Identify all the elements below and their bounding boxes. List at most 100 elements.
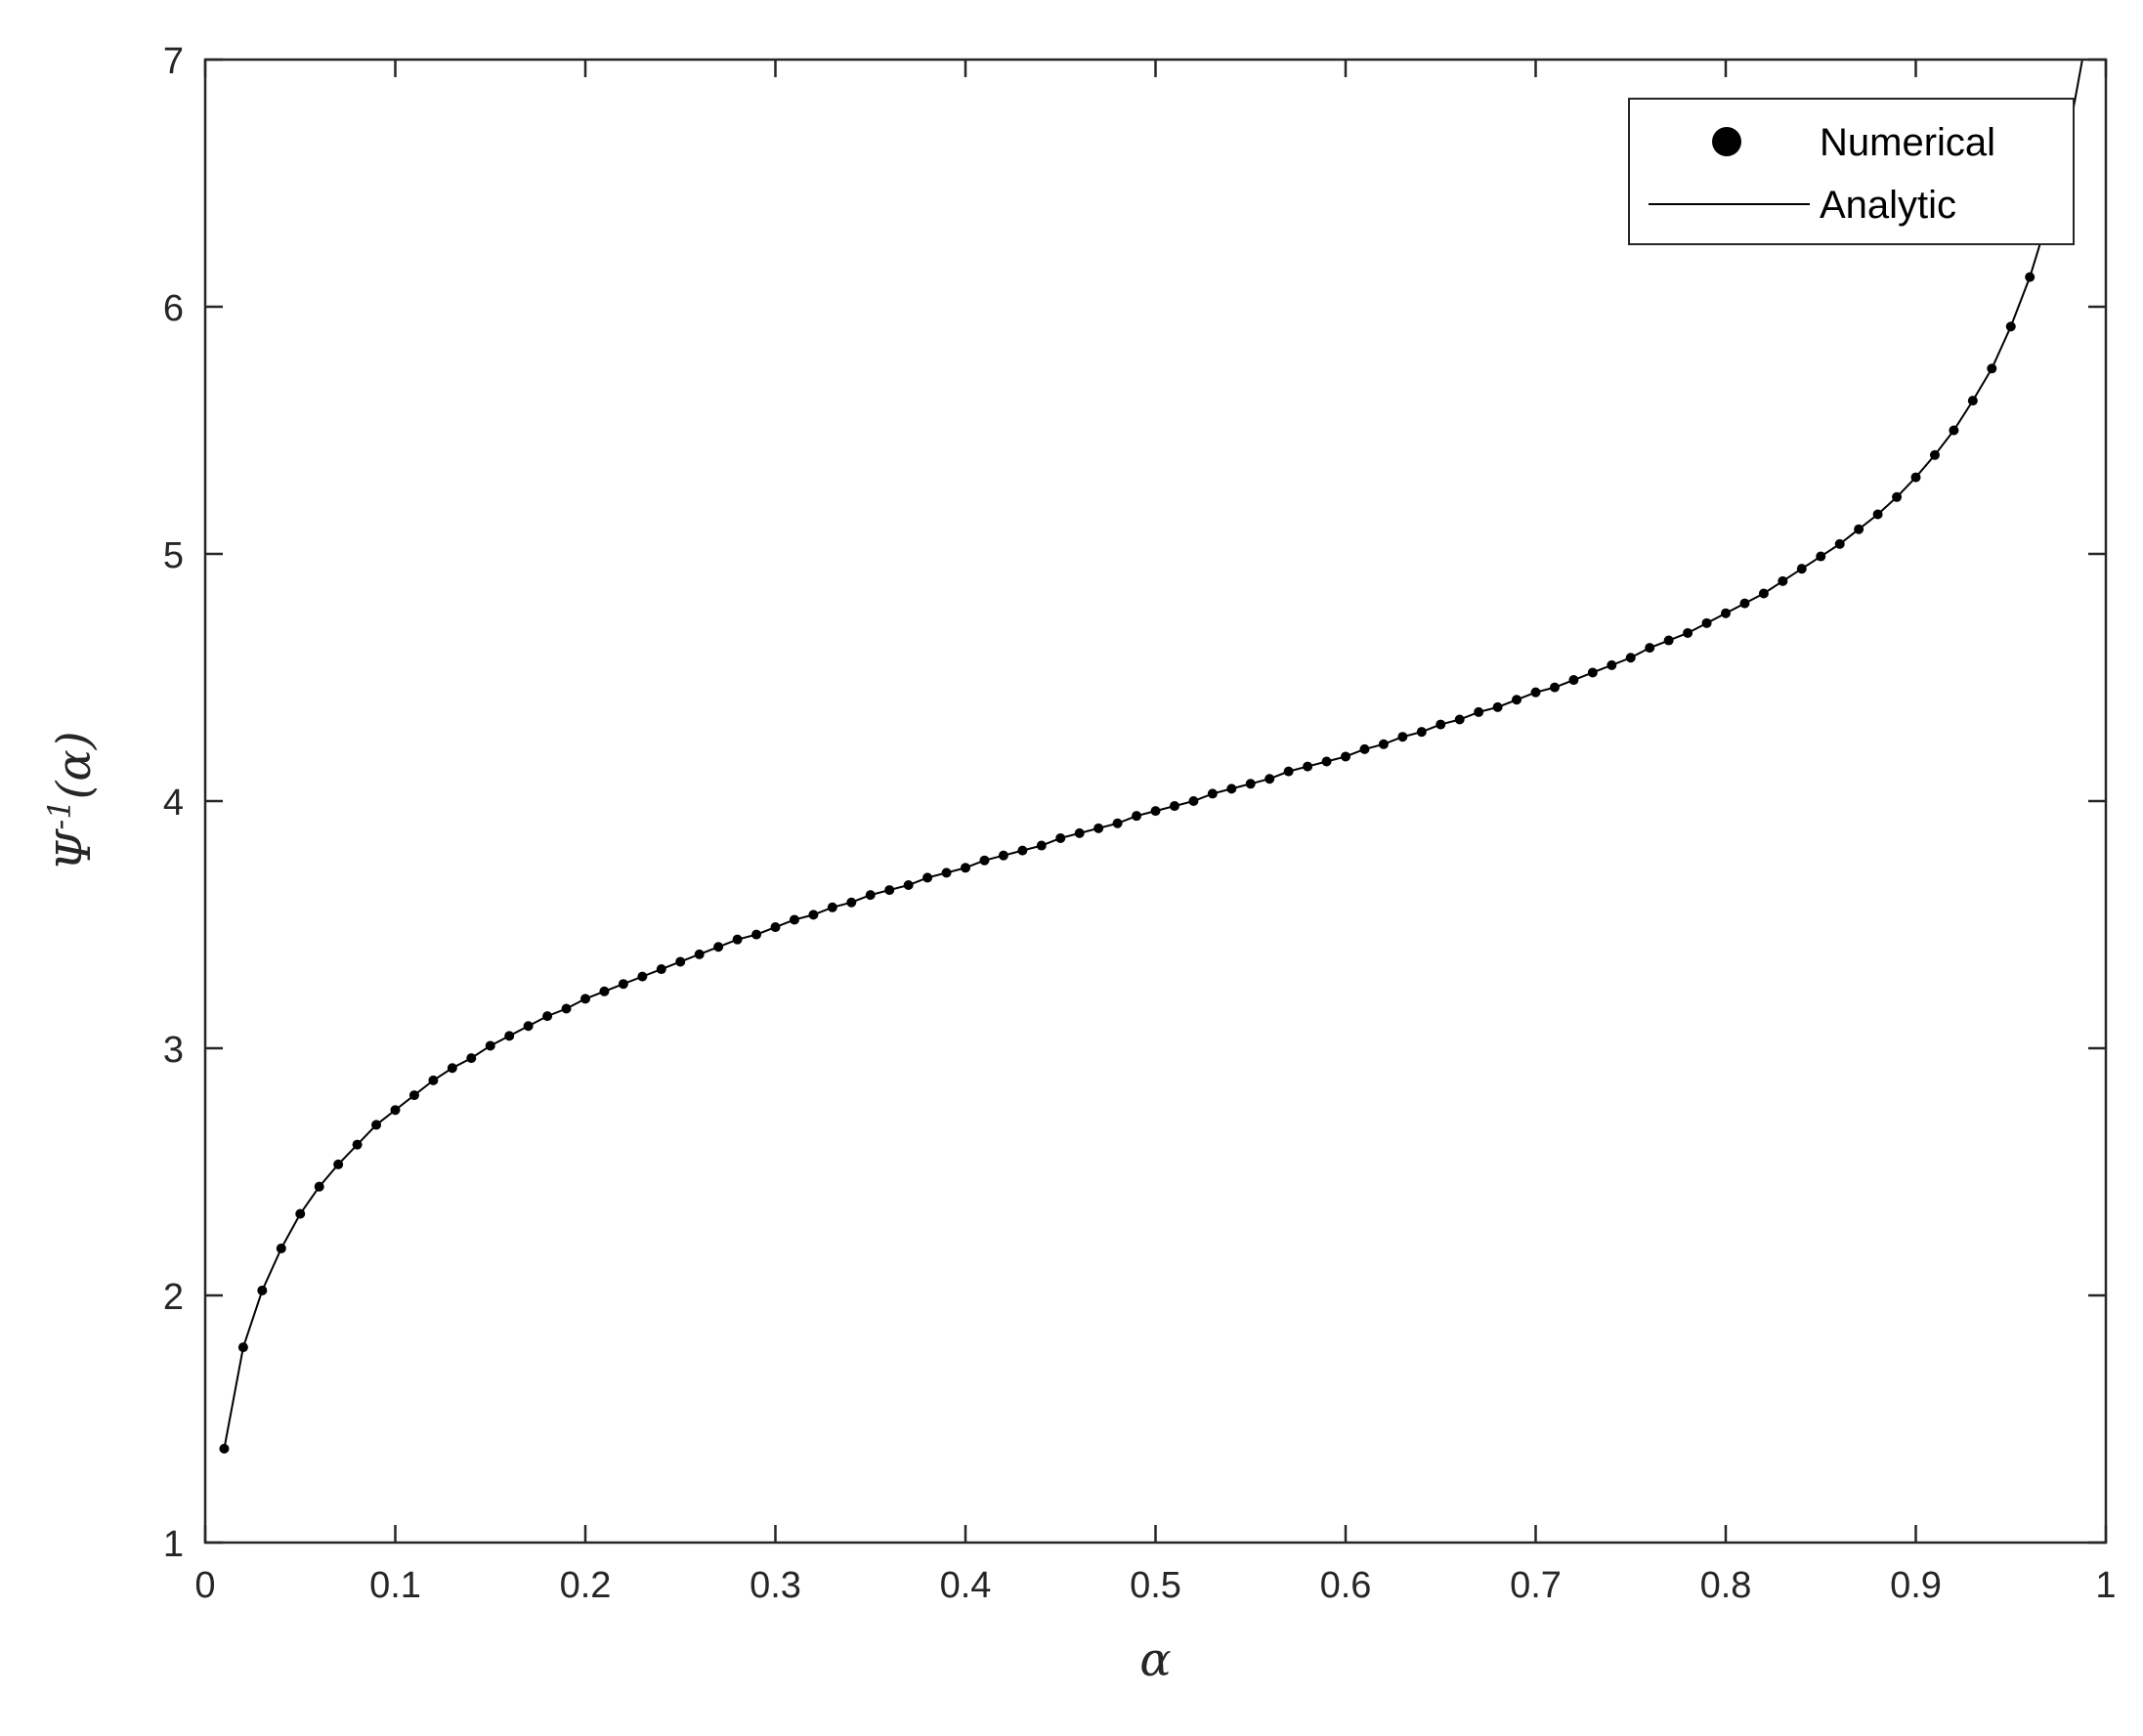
series-numerical-point [1245, 779, 1256, 789]
series-numerical-point [1929, 449, 1940, 460]
series-numerical-point [694, 949, 705, 959]
series-numerical-point [1796, 564, 1807, 574]
series-numerical-point [713, 942, 724, 953]
y-tick-label: 4 [163, 783, 184, 824]
series-numerical-point [1854, 524, 1864, 534]
x-tick-label: 1 [2095, 1565, 2116, 1606]
series-numerical-point [447, 1063, 457, 1074]
series-numerical-point [1321, 756, 1332, 767]
series-numerical-point [1132, 811, 1142, 822]
series-numerical-point [884, 885, 895, 896]
series-numerical-points-group [219, 133, 2074, 1454]
series-numerical-point [428, 1075, 439, 1085]
series-numerical-point [656, 964, 666, 975]
series-numerical-point [675, 956, 686, 967]
series-numerical-point [371, 1120, 382, 1130]
series-numerical-point [1378, 739, 1389, 749]
svg-text:Ψ-1(α): Ψ-1(α) [41, 731, 102, 870]
x-tick-label: 0 [194, 1565, 215, 1606]
series-numerical-point [808, 910, 819, 920]
series-numerical-point [1683, 627, 1693, 638]
x-tick-label: 0.6 [1320, 1565, 1372, 1606]
legend-label-analytic: Analytic [1820, 184, 1956, 227]
series-numerical-point [390, 1105, 401, 1116]
y-axis-label: Ψ-1(α) [41, 731, 102, 870]
y-axis-label-symbol: Ψ [47, 828, 102, 871]
series-numerical-point [542, 1011, 553, 1022]
series-numerical-point [1758, 588, 1769, 599]
series-numerical-point [618, 979, 628, 990]
x-tick-label: 0.3 [750, 1565, 801, 1606]
series-numerical-point [2005, 321, 2016, 332]
series-numerical-point [1474, 706, 1484, 717]
series-numerical-point [865, 890, 876, 901]
legend-box [1628, 98, 2075, 245]
series-numerical-point [257, 1285, 268, 1295]
series-numerical-point [1721, 608, 1731, 618]
series-numerical-point [1530, 687, 1541, 698]
series-numerical-point [1892, 491, 1903, 502]
series-numerical-point [295, 1208, 306, 1219]
series-numerical-point [1188, 796, 1199, 806]
series-numerical-point [1987, 363, 1997, 374]
series-numerical-point [751, 929, 762, 940]
series-numerical-point [1512, 695, 1522, 705]
series-numerical-point [504, 1031, 515, 1041]
series-numerical-point [1739, 598, 1750, 609]
y-tick-label: 3 [163, 1030, 184, 1071]
series-numerical-point [1074, 827, 1085, 838]
series-numerical-point [466, 1053, 477, 1064]
series-numerical-point [1303, 761, 1313, 772]
series-numerical-point [1397, 732, 1408, 742]
series-numerical-point [1416, 727, 1427, 738]
y-axis-label-superscript: -1 [41, 799, 78, 829]
series-numerical-point [1226, 783, 1237, 794]
series-numerical-point [1910, 472, 1921, 483]
x-axis-label: α [1139, 1632, 1171, 1687]
series-numerical-point [599, 986, 610, 996]
y-tick-label: 1 [163, 1524, 184, 1565]
x-tick-label: 0.5 [1130, 1565, 1181, 1606]
series-numerical-point [352, 1139, 363, 1150]
x-tick-label: 0.9 [1890, 1565, 1942, 1606]
series-numerical-point [941, 868, 952, 878]
x-tick-label: 0.1 [369, 1565, 421, 1606]
series-numerical-point [1150, 806, 1161, 817]
series-numerical-point [561, 1003, 572, 1014]
series-numerical-point [1341, 751, 1350, 762]
series-numerical-point [922, 872, 933, 883]
series-numerical-point [1264, 774, 1275, 784]
y-tick-label: 5 [163, 535, 184, 576]
series-numerical-point [1816, 551, 1826, 562]
series-numerical-point [903, 880, 914, 891]
series-numerical-point [1036, 840, 1047, 851]
legend-marker-numerical [1712, 127, 1741, 156]
series-numerical-point [1663, 635, 1674, 646]
series-numerical-point [1834, 538, 1845, 549]
series-numerical-point [1549, 682, 1560, 693]
series-numerical-point [979, 855, 990, 866]
series-numerical-point [1492, 701, 1503, 712]
series-numerical-point [1568, 675, 1579, 686]
series-numerical-point [961, 863, 970, 873]
series-numerical-point [219, 1443, 230, 1454]
series-numerical-point [408, 1090, 419, 1101]
series-numerical-point [523, 1021, 534, 1032]
series-numerical-point [1169, 801, 1179, 812]
series-numerical-point [580, 994, 590, 1004]
series-numerical-point [1645, 643, 1655, 654]
series-numerical-point [1093, 823, 1104, 833]
legend: Numerical Analytic [1628, 98, 2075, 245]
y-tick-label: 7 [163, 41, 184, 82]
series-numerical-point [770, 922, 781, 933]
series-numerical-point [789, 914, 799, 925]
y-tick-label: 6 [163, 288, 184, 329]
series-numerical-point [1967, 396, 1978, 406]
series-numerical-point [1207, 788, 1218, 799]
series-numerical-point [1359, 743, 1370, 754]
series-numerical-point [1112, 818, 1123, 828]
x-tick-label: 0.4 [940, 1565, 992, 1606]
series-numerical-point [1436, 719, 1446, 730]
